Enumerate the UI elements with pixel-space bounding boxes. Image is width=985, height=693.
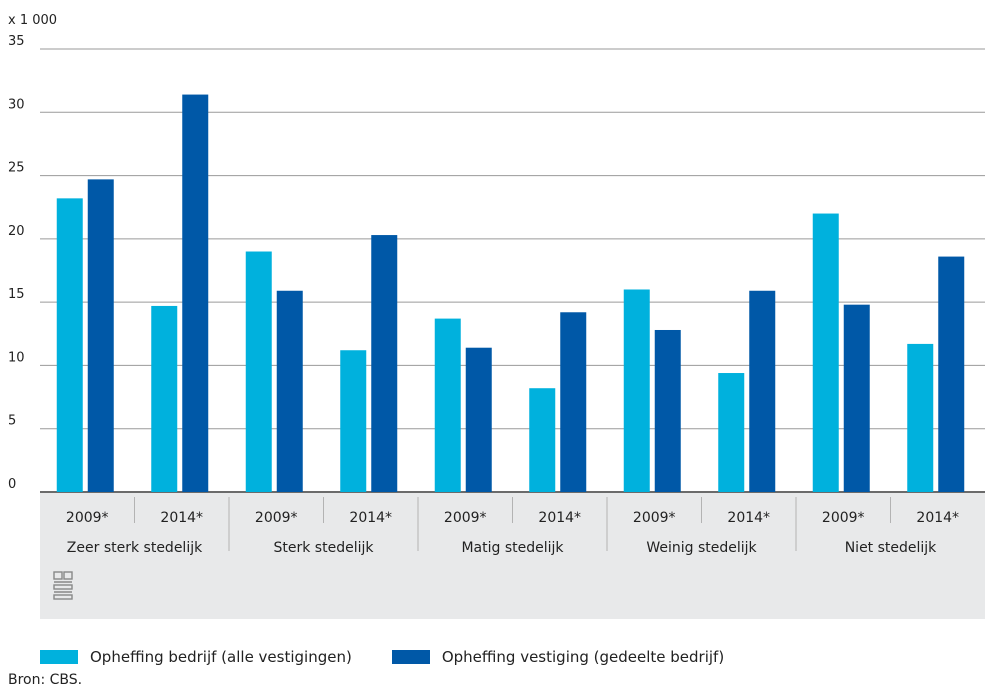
bar-series-2	[276, 290, 303, 492]
bar-series-2	[371, 235, 398, 492]
x-tick-label-year: 2009*	[255, 510, 298, 526]
x-tick-label-year: 2009*	[444, 510, 487, 526]
x-tick-label-year: 2009*	[822, 510, 865, 526]
y-axis-ticks: 0 5 10 15 20 25 30 35	[8, 34, 25, 492]
x-group-label: Zeer sterk stedelijk	[67, 540, 203, 556]
x-tick-label-year: 2014*	[727, 510, 770, 526]
legend-label-series-2: Opheffing vestiging (gedeelte bedrijf)	[441, 648, 725, 666]
bar-series-2	[87, 179, 114, 492]
y-tick-label: 5	[8, 414, 16, 429]
bar-series-1	[718, 373, 745, 492]
y-tick-label: 0	[8, 477, 16, 492]
bar-series-2	[843, 304, 870, 492]
y-tick-label: 20	[8, 224, 25, 239]
x-tick-label-year: 2014*	[538, 510, 581, 526]
bar-series-1	[907, 343, 934, 492]
bar-series-2	[560, 312, 587, 492]
category-labels: 2009* 2014* 2009* 2014* 2009* 2014* 2009* 2014*…	[66, 497, 959, 556]
y-tick-label: 15	[8, 287, 25, 302]
bar-series-1	[245, 251, 272, 492]
legend-label-series-1: Opheffing bedrijf (alle vestigingen)	[90, 648, 352, 666]
x-tick-label-year: 2014*	[916, 510, 959, 526]
x-tick-label-year: 2009*	[66, 510, 109, 526]
x-tick-label-year: 2014*	[349, 510, 392, 526]
x-tick-label-year: 2014*	[160, 510, 203, 526]
bar-series-2	[749, 290, 776, 492]
source-note: Bron: CBS.	[8, 672, 83, 688]
legend-swatch-series-1	[40, 650, 78, 664]
x-tick-label-year: 2009*	[633, 510, 676, 526]
bar-series-1	[56, 198, 83, 492]
bars	[56, 94, 965, 493]
x-group-label: Weinig stedelijk	[646, 540, 757, 556]
bar-series-1	[151, 305, 178, 492]
bar-series-1	[812, 213, 839, 493]
bar-series-1	[434, 318, 461, 492]
bar-series-1	[623, 289, 650, 492]
y-tick-label: 25	[8, 161, 25, 176]
bar-series-2	[654, 329, 681, 492]
cbs-logo-icon	[53, 571, 73, 600]
bar-series-1	[529, 388, 556, 492]
bar-series-2	[938, 256, 965, 492]
y-tick-label: 30	[8, 97, 25, 112]
legend-swatch-series-2	[391, 650, 430, 664]
bar-series-2	[465, 347, 492, 492]
x-group-label: Matig stedelijk	[461, 540, 564, 556]
legend-item-series-1: Opheffing bedrijf (alle vestigingen)	[40, 648, 352, 666]
y-tick-label: 10	[8, 350, 25, 365]
legend: Opheffing bedrijf (alle vestigingen) Oph…	[40, 648, 764, 666]
x-group-label: Niet stedelijk	[845, 540, 937, 556]
y-tick-label: 35	[8, 34, 25, 49]
y-axis-unit-label: x 1 000	[8, 13, 57, 28]
legend-item-series-2: Opheffing vestiging (gedeelte bedrijf)	[391, 648, 725, 666]
bar-series-1	[340, 350, 367, 492]
bar-series-2	[182, 94, 209, 493]
x-group-label: Sterk stedelijk	[274, 540, 375, 556]
gridlines	[40, 48, 985, 430]
